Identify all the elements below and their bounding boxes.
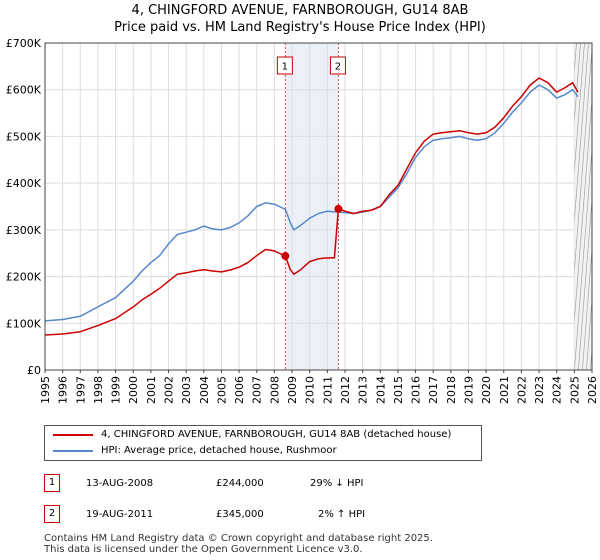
y-tick-label: £600K — [6, 84, 42, 97]
transaction-date: 19-AUG-2011 — [86, 509, 154, 520]
x-tick-label: 2025 — [568, 376, 581, 404]
x-tick-label: 2010 — [304, 376, 317, 404]
future-hatch-line — [574, 145, 593, 370]
x-tick-label: 2007 — [251, 376, 264, 404]
x-tick-label: 2008 — [268, 376, 281, 404]
legend-label-hpi: HPI: Average price, detached house, Rush… — [101, 445, 337, 456]
future-hatch-line — [574, 95, 593, 324]
x-tick-label: 2001 — [145, 376, 158, 404]
sale-marker-box — [276, 56, 293, 75]
sale-point — [334, 204, 343, 213]
x-tick-label: 2012 — [339, 376, 352, 404]
x-tick-label: 2020 — [480, 376, 493, 404]
future-hatch-line — [574, 43, 589, 224]
future-hatch-line — [578, 195, 593, 370]
x-tick-label: 2022 — [515, 376, 528, 404]
sale-marker-label: 1 — [282, 62, 288, 73]
x-tick-label: 2015 — [392, 376, 405, 404]
x-tick-label: 2018 — [445, 376, 458, 404]
x-tick-label: 2021 — [498, 376, 511, 404]
legend-swatch-property — [53, 434, 93, 436]
x-tick-label: 2011 — [321, 376, 334, 404]
x-tick-label: 2024 — [551, 376, 564, 404]
x-tick-label: 2014 — [374, 376, 387, 404]
x-tick-label: 2023 — [533, 376, 546, 404]
y-tick-label: £400K — [6, 177, 42, 190]
y-tick-label: £500K — [6, 130, 42, 143]
plot-frame — [44, 42, 593, 371]
x-tick-label: 2017 — [427, 376, 440, 404]
future-hatch-line — [582, 245, 593, 370]
y-tick-label: £0 — [27, 364, 41, 377]
x-tick-label: 2002 — [163, 376, 176, 404]
y-tick-label: £100K — [6, 317, 42, 330]
sale-marker-box — [329, 56, 346, 75]
x-tick-label: 1996 — [57, 376, 70, 404]
x-tick-label: 2006 — [233, 376, 246, 404]
sale-point — [281, 252, 290, 261]
sale-marker-label: 2 — [335, 62, 341, 73]
y-tick-label: £700K — [6, 37, 42, 50]
x-tick-label: 2019 — [462, 376, 475, 404]
x-tick-label: 1998 — [92, 376, 105, 404]
future-hatch-line — [586, 295, 593, 370]
legend: 4, CHINGFORD AVENUE, FARNBOROUGH, GU14 8… — [44, 425, 482, 461]
future-hatch-line — [574, 45, 593, 274]
transaction-number: 1 — [44, 474, 60, 492]
x-tick-label: 2004 — [198, 376, 211, 404]
x-tick-label: 2005 — [215, 376, 228, 404]
x-tick-label: 1997 — [74, 376, 87, 404]
legend-swatch-hpi — [53, 450, 93, 452]
future-hatch-line — [574, 43, 581, 124]
future-hatch-line — [574, 43, 585, 174]
future-hatch-line — [594, 43, 600, 370]
transaction-hpi-diff: 29% ↓ HPI — [310, 478, 364, 489]
footer-licence: This data is licensed under the Open Gov… — [44, 544, 363, 555]
x-tick-label: 2026 — [586, 376, 599, 404]
x-tick-label: 2003 — [180, 376, 193, 404]
transaction-number: 2 — [44, 505, 60, 523]
transaction-price: £345,000 — [216, 509, 264, 520]
chart-title-line1: 4, CHINGFORD AVENUE, FARNBOROUGH, GU14 8… — [131, 3, 469, 18]
series-line-hpi — [44, 84, 579, 322]
x-tick-label: 2000 — [127, 376, 140, 404]
x-tick-label: 1995 — [39, 376, 52, 404]
x-tick-label: 2013 — [357, 376, 370, 404]
series-line-property — [44, 77, 579, 336]
x-tick-label: 1999 — [110, 376, 123, 404]
price-chart: 1 2 £0 £100K £200K £300K £400K £500K £600K £700K… — [6, 37, 600, 404]
y-tick-label: £300K — [6, 224, 42, 237]
transaction-date: 13-AUG-2008 — [86, 478, 154, 489]
y-tick-label: £200K — [6, 271, 42, 284]
transaction-hpi-diff: 2% ↑ HPI — [318, 509, 366, 520]
transaction-price: £244,000 — [216, 478, 264, 489]
footer-copyright: Contains HM Land Registry data © Crown c… — [44, 533, 433, 544]
x-tick-label: 2016 — [410, 376, 423, 404]
legend-label-property: 4, CHINGFORD AVENUE, FARNBOROUGH, GU14 8… — [101, 429, 452, 440]
x-tick-label: 2009 — [286, 376, 299, 404]
chart-title-line2: Price paid vs. HM Land Registry's House … — [114, 20, 486, 35]
sale-period-shade — [285, 43, 339, 370]
